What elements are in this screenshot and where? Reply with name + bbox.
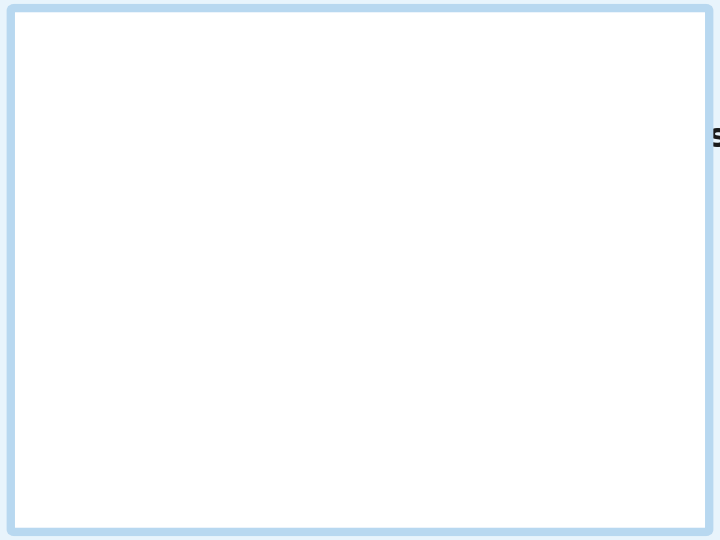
Text: i: i — [132, 305, 139, 329]
Text: Equilibrium Nominal Rate of Interest: Equilibrium Nominal Rate of Interest — [54, 122, 720, 154]
Text: A: A — [153, 49, 169, 69]
Text: i: i — [202, 251, 209, 275]
Text: •: • — [29, 122, 50, 154]
Text: EAL: EAL — [194, 49, 225, 64]
Text: ETURN: ETURN — [301, 49, 359, 64]
Text: R: R — [114, 251, 131, 275]
Text: ATES: ATES — [232, 49, 274, 64]
Text: : Nominal interest rate: : Nominal interest rate — [124, 359, 407, 383]
Text: +: + — [158, 251, 195, 275]
Text: NFLATION: NFLATION — [90, 49, 175, 64]
Text: r: r — [114, 413, 124, 437]
Text: •: • — [94, 359, 108, 383]
Circle shape — [588, 465, 657, 517]
Text: : Current expected inflation: : Current expected inflation — [148, 305, 492, 329]
Text: ND: ND — [162, 49, 188, 64]
Text: F: F — [276, 49, 287, 64]
Text: =: = — [124, 251, 161, 275]
Text: R: R — [222, 49, 238, 69]
Text: E(: E( — [184, 251, 209, 275]
Text: R: R — [184, 49, 200, 69]
Text: •: • — [61, 194, 76, 218]
Text: Fisher Equation: Fisher Equation — [83, 194, 276, 218]
Text: 5.4: 5.4 — [36, 49, 80, 69]
Text: E(: E( — [114, 305, 139, 329]
Text: R: R — [292, 49, 307, 69]
Text: O: O — [267, 49, 285, 69]
Text: I: I — [81, 49, 89, 69]
Text: : Real interest rate: : Real interest rate — [122, 413, 356, 437]
Text: •: • — [94, 413, 108, 437]
Text: •: • — [94, 251, 108, 275]
Text: •: • — [94, 305, 108, 329]
Text: ): ) — [209, 251, 219, 275]
Text: R: R — [114, 359, 131, 383]
Text: ): ) — [139, 305, 149, 329]
Text: r: r — [150, 251, 160, 275]
